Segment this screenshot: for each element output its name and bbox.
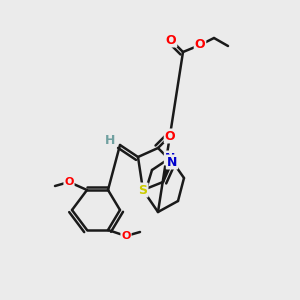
- Text: O: O: [165, 130, 175, 142]
- Text: N: N: [165, 152, 175, 164]
- Text: N: N: [167, 155, 177, 169]
- Text: O: O: [121, 231, 131, 241]
- Text: O: O: [166, 34, 176, 46]
- Text: H: H: [105, 134, 115, 148]
- Text: O: O: [64, 177, 74, 187]
- Text: S: S: [139, 184, 148, 196]
- Text: O: O: [195, 38, 205, 52]
